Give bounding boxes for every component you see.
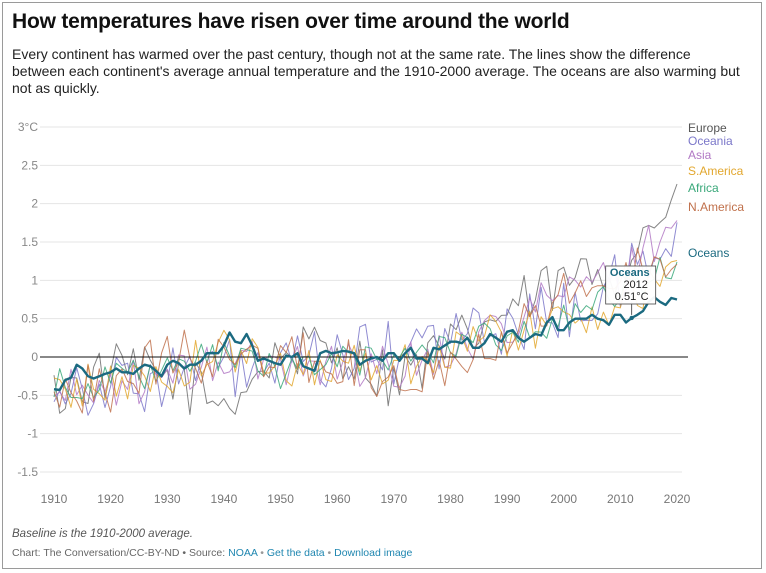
source-link[interactable]: NOAA (228, 547, 258, 559)
y-tick-label: -1.5 (17, 465, 38, 479)
y-tick-label: -1 (27, 427, 38, 441)
x-tick-label: 1970 (380, 492, 407, 506)
annotation-series-label: Oceans (610, 267, 650, 279)
x-tick-label: 2000 (550, 492, 577, 506)
x-axis: 1910 1920 1930 1940 1950 1960 1970 1980 1990 2000… (41, 492, 691, 506)
x-tick-label: 1920 (97, 492, 124, 506)
x-tick-label: 1930 (154, 492, 181, 506)
get-data-link[interactable]: Get the data (266, 547, 325, 559)
x-tick-label: 2020 (664, 492, 691, 506)
annotation-point (629, 315, 634, 321)
x-tick-label: 1990 (494, 492, 521, 506)
legend-label: Oceania (688, 134, 733, 148)
series-line-oceans (53, 296, 678, 392)
series-line-oceania (53, 222, 678, 416)
x-tick-label: 1960 (324, 492, 351, 506)
baseline-note: Baseline is the 1910-2000 average. (12, 528, 193, 540)
series-line-n-america (53, 247, 678, 414)
separator: • (324, 547, 335, 559)
y-tick-label: 0.5 (21, 312, 38, 326)
y-tick-label: 1.5 (21, 235, 38, 249)
y-axis: 3°C 2.5 2 1.5 1 0.5 0 -0.5 -1 -1.5 (17, 120, 38, 479)
series-lines (40, 183, 688, 416)
download-image-link[interactable]: Download image (334, 547, 413, 559)
x-tick-label: 1980 (437, 492, 464, 506)
y-tick-label: 3°C (18, 120, 38, 134)
credit-text: Chart: The Conversation/CC-BY-ND • Sourc… (12, 547, 229, 559)
separator: • (257, 547, 267, 559)
legend-label: Asia (688, 148, 712, 162)
y-tick-label: 0 (31, 350, 38, 364)
annotation-box (605, 265, 657, 305)
chart-credits: Chart: The Conversation/CC-BY-ND • Sourc… (12, 547, 412, 559)
x-tick-label: 2010 (607, 492, 634, 506)
annotation-value: 0.51°C (615, 291, 649, 303)
y-tick-label: 1 (31, 273, 38, 287)
y-tick-label: -0.5 (17, 388, 38, 402)
y-tick-label: 2 (31, 197, 38, 211)
legend-label: S.America (688, 164, 744, 178)
x-tick-label: 1950 (267, 492, 294, 506)
series-line-africa (53, 256, 678, 400)
grid-lines (40, 126, 682, 473)
legend-label: Europe (688, 121, 727, 135)
legend-label: Oceans (688, 246, 729, 260)
chart-subtitle: Every continent has warmed over the past… (12, 46, 740, 96)
x-tick-label: 1940 (211, 492, 238, 506)
y-tick-label: 2.5 (21, 158, 38, 172)
annotation-year: 2012 (623, 279, 647, 291)
x-tick-label: 1910 (41, 492, 68, 506)
chart-title: How temperatures have risen over time ar… (12, 10, 570, 33)
legend-label: Africa (688, 181, 719, 195)
legend-label: N.America (688, 200, 744, 214)
